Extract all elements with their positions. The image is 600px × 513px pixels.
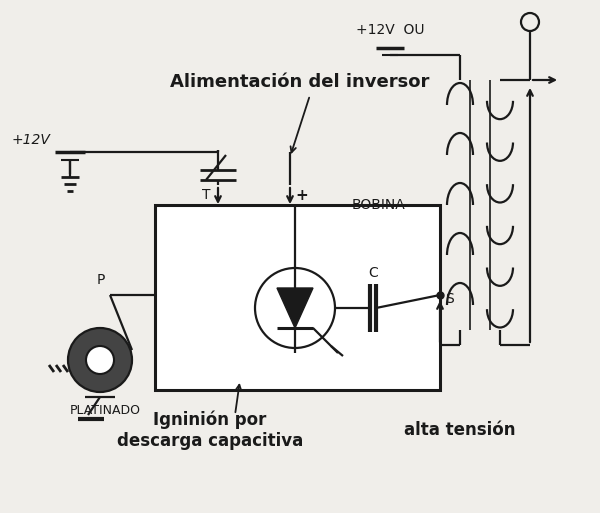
Text: Alimentación del inversor: Alimentación del inversor (170, 73, 430, 91)
Text: Igninión por
descarga capacitiva: Igninión por descarga capacitiva (117, 410, 303, 450)
Text: alta tensión: alta tensión (404, 421, 516, 439)
Bar (155, 205, 440, 390)
Text: +12V  OU: +12V OU (356, 23, 424, 37)
Circle shape (86, 346, 114, 374)
Circle shape (68, 328, 132, 392)
Polygon shape (277, 288, 313, 328)
Text: P: P (97, 273, 105, 287)
Text: S: S (445, 292, 454, 306)
Text: C: C (368, 266, 378, 280)
Text: T: T (202, 188, 210, 202)
Text: +12V: +12V (11, 133, 50, 147)
Text: +: + (295, 187, 308, 203)
Text: BOBINA: BOBINA (351, 198, 405, 212)
Text: PLATINADO: PLATINADO (70, 404, 140, 417)
